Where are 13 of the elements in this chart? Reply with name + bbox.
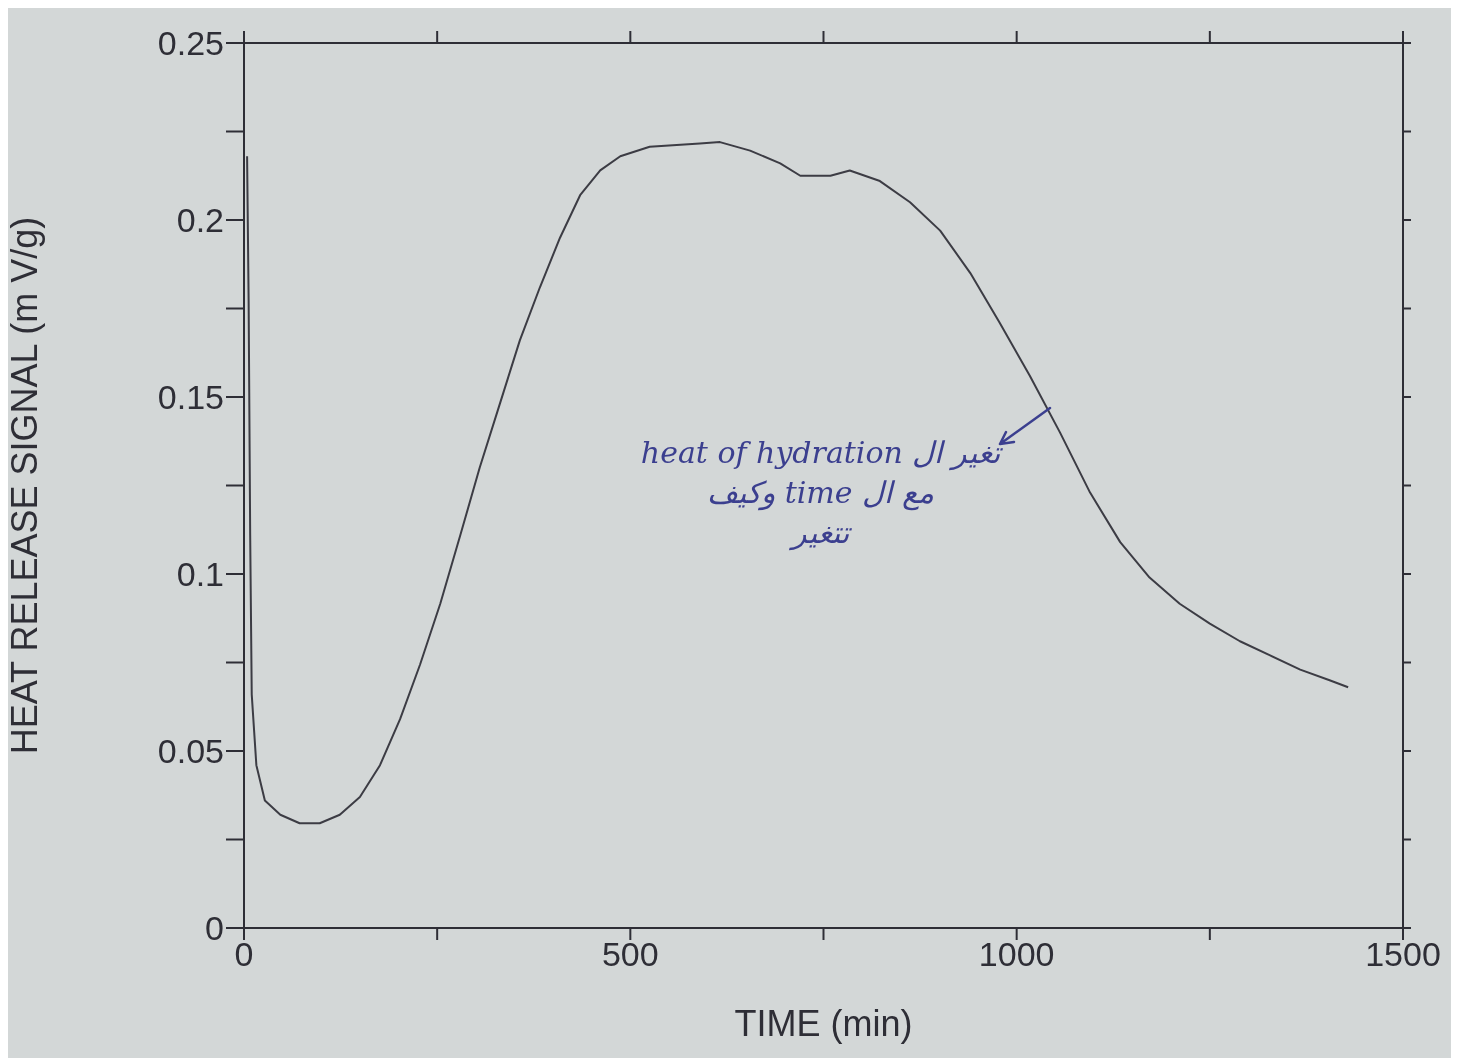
x-axis-title: TIME (min) [734,1003,913,1044]
line-series [246,141,1350,825]
x-tick-label: 0 [234,935,254,974]
y-tick-label: 0 [205,909,224,948]
y-tick-label: 0.25 [157,24,224,63]
x-tick-label: 1500 [1365,935,1441,974]
y-tick-label: 0.1 [176,555,224,594]
x-tick-label: 500 [601,935,659,974]
y-axis-title: HEAT RELEASE SIGNAL (m V/g) [3,216,45,755]
y-tick-label: 0.15 [157,378,224,417]
x-tick-label: 1000 [978,935,1055,974]
y-tick-label: 0.05 [157,732,224,771]
y-tick-label: 0.2 [176,201,224,240]
